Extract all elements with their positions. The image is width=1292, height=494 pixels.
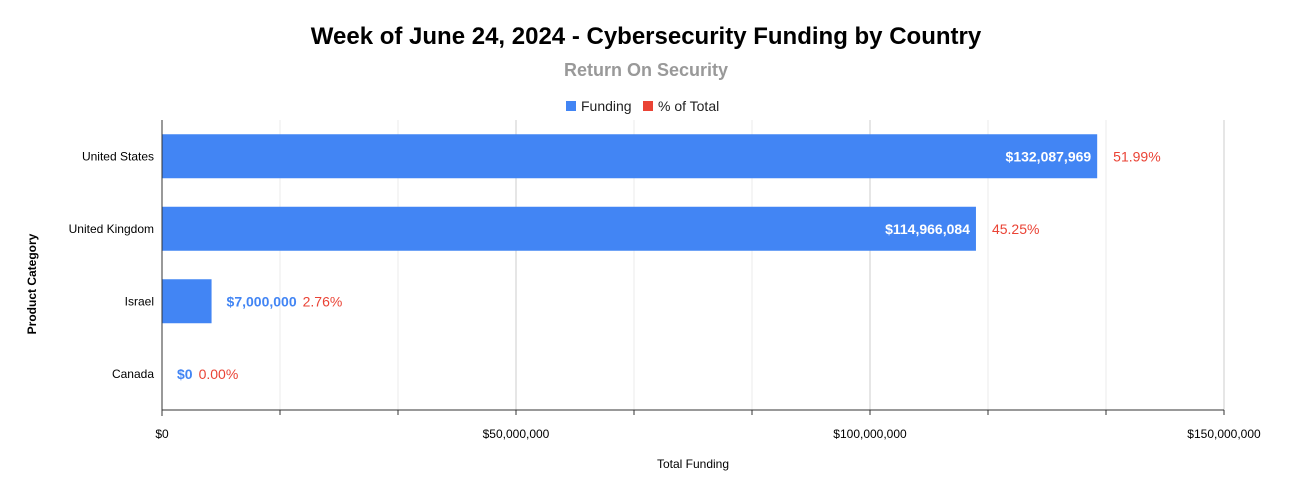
x-tick-label: $100,000,000 — [833, 427, 907, 441]
legend-swatch-percent — [643, 101, 653, 111]
legend: Funding % of Total — [566, 98, 719, 114]
percent-data-label: 2.76% — [303, 293, 343, 309]
chart-subtitle: Return On Security — [564, 60, 728, 80]
legend-label-funding: Funding — [581, 98, 632, 114]
category-label: Israel — [125, 294, 154, 308]
legend-label-percent: % of Total — [658, 98, 719, 114]
x-tick-label: $150,000,000 — [1187, 427, 1261, 441]
x-tick-label: $0 — [155, 427, 169, 441]
category-label: United Kingdom — [69, 222, 154, 236]
bar-united-states — [162, 134, 1098, 179]
percent-data-label: 0.00% — [199, 366, 239, 382]
y-axis-title: Product Category — [25, 233, 39, 334]
labels: United States $132,087,969 51.99% United Ki… — [69, 148, 1161, 382]
bar-united-kingdom — [162, 206, 976, 251]
bars — [162, 134, 1098, 324]
axes: $0 $50,000,000 $100,000,000 $150,000,000 — [155, 120, 1261, 441]
funding-data-label: $114,966,084 — [885, 221, 970, 237]
x-axis-title: Total Funding — [657, 457, 729, 471]
funding-data-label: $132,087,969 — [1006, 148, 1092, 164]
legend-swatch-funding — [566, 101, 576, 111]
category-label: United States — [82, 149, 154, 163]
bar-israel — [162, 279, 212, 324]
funding-data-label: $7,000,000 — [227, 293, 297, 309]
percent-data-label: 45.25% — [992, 221, 1039, 237]
category-label: Canada — [112, 367, 154, 381]
funding-data-label: $0 — [177, 366, 193, 382]
chart-title: Week of June 24, 2024 - Cybersecurity Fu… — [311, 23, 982, 50]
percent-data-label: 51.99% — [1113, 148, 1160, 164]
x-tick-label: $50,000,000 — [483, 427, 550, 441]
